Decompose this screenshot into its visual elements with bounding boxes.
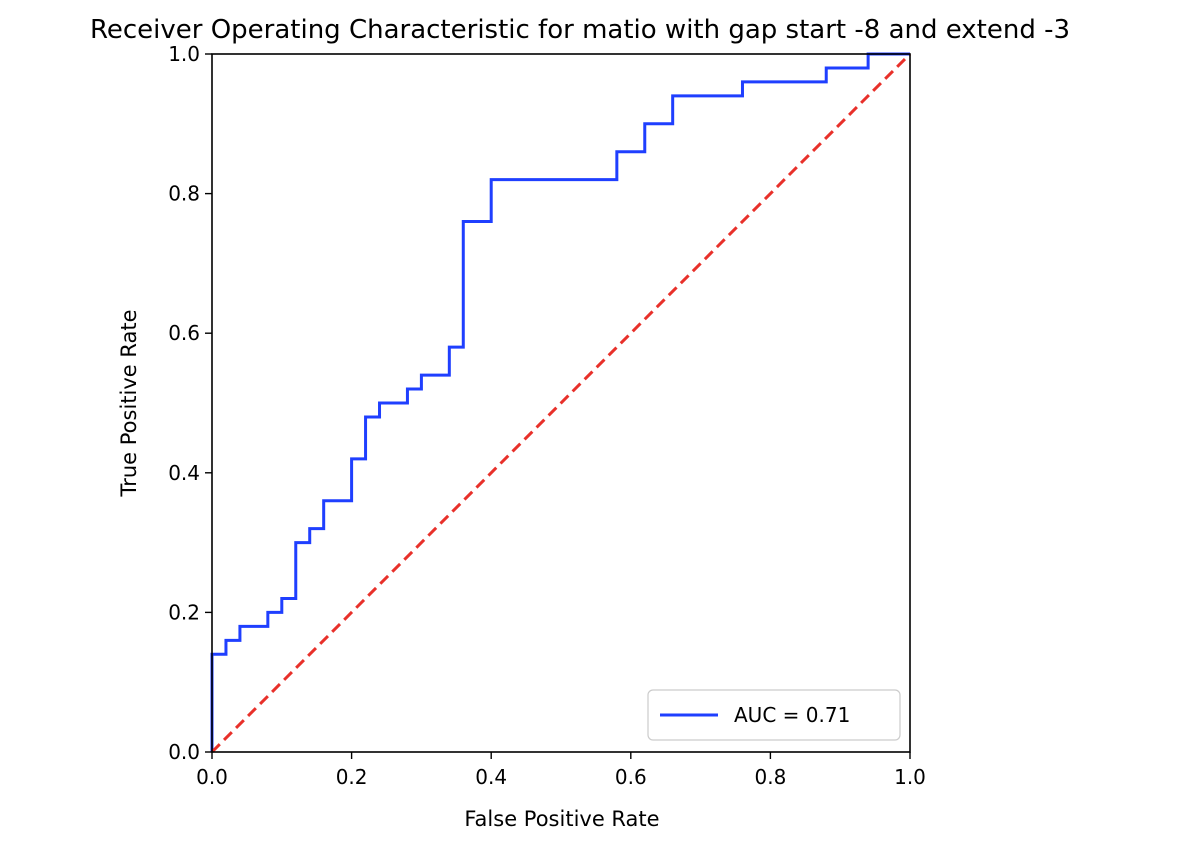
plot-area: 0.0 0.2 0.4 0.6 0.8 1.0 0.0 0.2 0.4 0.6 0.8 1.0 [168,42,926,789]
y-axis-label: True Positive Rate [117,309,141,497]
x-tick-label: 0.8 [754,765,786,789]
x-tick-label: 0.2 [336,765,368,789]
legend-label: AUC = 0.71 [734,703,850,727]
legend: AUC = 0.71 [647,689,901,741]
y-tick-label: 0.0 [168,740,200,764]
y-tick-label: 0.2 [168,600,200,624]
x-tick-label: 0.0 [196,765,228,789]
y-tick-label: 1.0 [168,42,200,66]
y-tick-label: 0.8 [168,182,200,206]
x-tick-label: 0.4 [475,765,507,789]
x-axis-label: False Positive Rate [464,807,659,831]
chart-title: Receiver Operating Characteristic for ma… [90,15,1070,45]
x-tick-label: 1.0 [894,765,926,789]
x-tick-label: 0.6 [615,765,647,789]
chance-diagonal-line [210,52,912,754]
legend-box [647,689,901,741]
y-tick-label: 0.6 [168,321,200,345]
roc-curve-line [210,52,910,752]
y-tick-label: 0.4 [168,461,200,485]
axes-frame [211,53,911,753]
